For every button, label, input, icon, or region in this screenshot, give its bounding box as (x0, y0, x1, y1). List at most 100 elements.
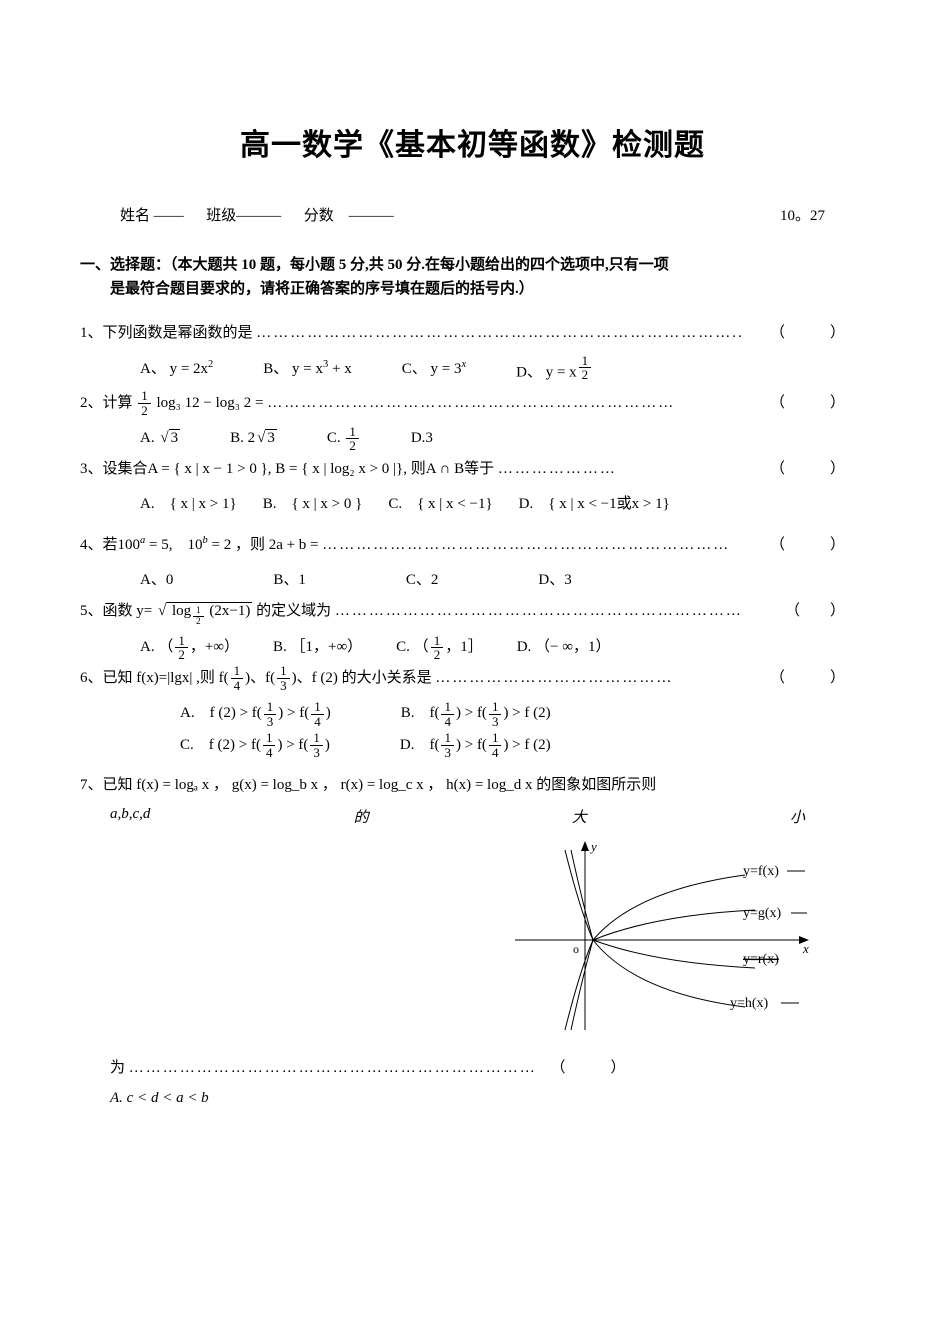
q7-word-a: a,b,c,d (110, 806, 150, 827)
q2-optB-l: B. 2 (230, 430, 255, 446)
q6D-f1d: 3 (441, 746, 454, 760)
q6B-f1d: 4 (441, 715, 454, 729)
page: 高一数学《基本初等函数》检测题 姓名 —— 班级——— 分数 ——— 10。27… (0, 0, 945, 1337)
q6B-m: ) > f( (456, 705, 487, 721)
q6B-f2d: 3 (489, 715, 502, 729)
q2-mid: log₃ 12 − log₃ 2 = (157, 395, 264, 411)
q4-p1: 4、若100 (80, 537, 140, 553)
question-3: 3、设集合A = { x | x − 1 > 0 }, B = { x | lo… (80, 455, 865, 484)
q7-tail-dots: ……………………………………………………………… (129, 1060, 537, 1076)
q4-paren: （ ） (770, 531, 845, 560)
q6B-f1n: 1 (441, 700, 454, 715)
q6D-f2: 14 (489, 731, 502, 759)
q2-dots: ……………………………………………………………… (267, 395, 675, 411)
q6A-f1d: 3 (264, 715, 277, 729)
origin-label: o (573, 942, 579, 956)
q7-stem: 7、已知 f(x) = logₐ x ， g(x) = log_b x ， r(… (80, 777, 656, 793)
q6C-f1d: 4 (263, 746, 276, 760)
q1-optD-frac: 12 (579, 354, 592, 382)
q5-optC-r: ，1］ (445, 639, 483, 655)
q5-optC-frac: 12 (431, 634, 444, 662)
q2-optC-frac-n: 1 (346, 425, 359, 440)
q6A-f2n: 1 (311, 700, 324, 715)
meta-row: 姓名 —— 班级——— 分数 ——— 10。27 (80, 204, 865, 225)
q6-row2: C. f (2) > f(14) > f(13) D. f(13) > f(14… (140, 730, 865, 762)
q1-optD-sup: 12 (577, 362, 594, 373)
q6A-r: ) (326, 705, 331, 721)
q4-supB: b (202, 535, 207, 546)
question-2: 2、计算 12 log₃ 12 − log₃ 2 = …………………………………… (80, 389, 865, 418)
q1-optC-sup: x (461, 359, 466, 370)
q5-optC-frac-d: 2 (431, 648, 444, 662)
q5-rad-arg: (2x−1) (209, 603, 250, 619)
q2-prefix: 2、计算 (80, 395, 133, 411)
q6A-f1n: 1 (264, 700, 277, 715)
q3-stem: 3、设集合A = { x | x − 1 > 0 }, B = { x | lo… (80, 461, 494, 477)
q5-optD: D. （− ∞，1） (517, 632, 611, 664)
q6-optD: D. f(13) > f(14) > f (2) (400, 730, 551, 762)
q1-stem-text: 1、下列函数是幂函数的是 (80, 325, 253, 341)
question-5: 5、函数 y= log12 (2x−1) 的定义域为 …………………………………… (80, 597, 865, 627)
q2-frac: 12 (138, 389, 151, 417)
q3-options: A. { x | x > 1} B. { x | x > 0 } C. { x … (80, 489, 865, 521)
q1-optC-text: C、 y = 3 (402, 361, 462, 377)
question-4: 4、若100a = 5, 10b = 2 ，则 2a + b = …………………… (80, 531, 865, 560)
q1-optA-text: A、 y = 2x (140, 361, 208, 377)
q5-rad: log12 (2x−1) (166, 602, 252, 619)
q6B-f1: 14 (441, 700, 454, 728)
q5-optC-frac-n: 1 (431, 634, 444, 649)
q6A-m: ) > f( (278, 705, 309, 721)
q1-optD: D、 y = x12 (516, 354, 593, 389)
q6-paren: （ ） (770, 664, 845, 693)
question-1: 1、下列函数是幂函数的是 ………………………………………………………………………… (80, 319, 865, 348)
y-axis-label: y (589, 839, 597, 854)
q6A-f2d: 4 (311, 715, 324, 729)
class-label: 班级——— (206, 208, 281, 224)
q7-tail: 为 ……………………………………………………………… （ ） A. c < d … (80, 1053, 865, 1113)
q6B-f2: 13 (489, 700, 502, 728)
q1-paren: （ ） (770, 319, 845, 348)
q5-suffix: 的定义域为 (256, 603, 331, 619)
q6C-f1: 14 (263, 731, 276, 759)
q6-options: A. f (2) > f(13) > f(14) B. f(14) > f(13… (80, 698, 865, 761)
q5-optC: C. （12，1］ (396, 632, 483, 664)
q1-optB-tail: + x (328, 361, 351, 377)
q3-dots: ………………… (498, 461, 617, 477)
q7-optA: A. c < d < a < b (110, 1090, 209, 1106)
q5-rad-frac-d: 2 (193, 617, 204, 626)
q6D-l: D. f( (400, 737, 440, 753)
q4-optC: C、2 (406, 565, 439, 597)
q6C-f2: 13 (310, 731, 323, 759)
q2-optA: A. 3 (140, 423, 180, 455)
q6-optB: B. f(14) > f(13) > f (2) (401, 698, 551, 730)
q1-optB-text: B、 y = x (263, 361, 323, 377)
q6B-r: ) > f (2) (503, 705, 550, 721)
q6-dots: …………………………………… (435, 670, 673, 686)
name-label: 姓名 —— (120, 208, 184, 224)
q5-optA-frac-d: 2 (175, 648, 188, 662)
q4-optA: A、0 (140, 565, 173, 597)
q7-word-b: 的 (354, 806, 369, 827)
q5-optA-frac-n: 1 (175, 634, 188, 649)
q2-optA-rad: 3 (169, 429, 181, 446)
q5-rad-frac: 12 (193, 606, 204, 626)
q6A-l: A. f (2) > f( (180, 705, 262, 721)
q6D-f1n: 1 (441, 731, 454, 746)
q2-optC-l: C. (327, 430, 341, 446)
q6-m2: )、f (2) 的大小关系是 (292, 670, 432, 686)
q5-optA: A. （12，+∞） (140, 632, 239, 664)
q5-optC-l: C. （ (396, 639, 429, 655)
q4-optB: B、1 (273, 565, 306, 597)
q5-options: A. （12，+∞） B. ［1，+∞） C. （12，1］ D. （− ∞，1… (80, 632, 865, 664)
y-axis-arrow-icon (581, 841, 589, 851)
q5-optA-frac: 12 (175, 634, 188, 662)
q2-optB-rad: 3 (265, 429, 277, 446)
q6B-f2n: 1 (489, 700, 502, 715)
q5-optA-l: A. （ (140, 639, 173, 655)
q6-f1: 14 (231, 664, 244, 692)
q1-optD-frac-d: 2 (579, 368, 592, 382)
x-axis-label: x (802, 941, 809, 956)
curve-h (565, 850, 745, 1007)
q6A-f1: 13 (264, 700, 277, 728)
q6-p1: 6、已知 f(x)=|lgx| ,则 f( (80, 670, 229, 686)
